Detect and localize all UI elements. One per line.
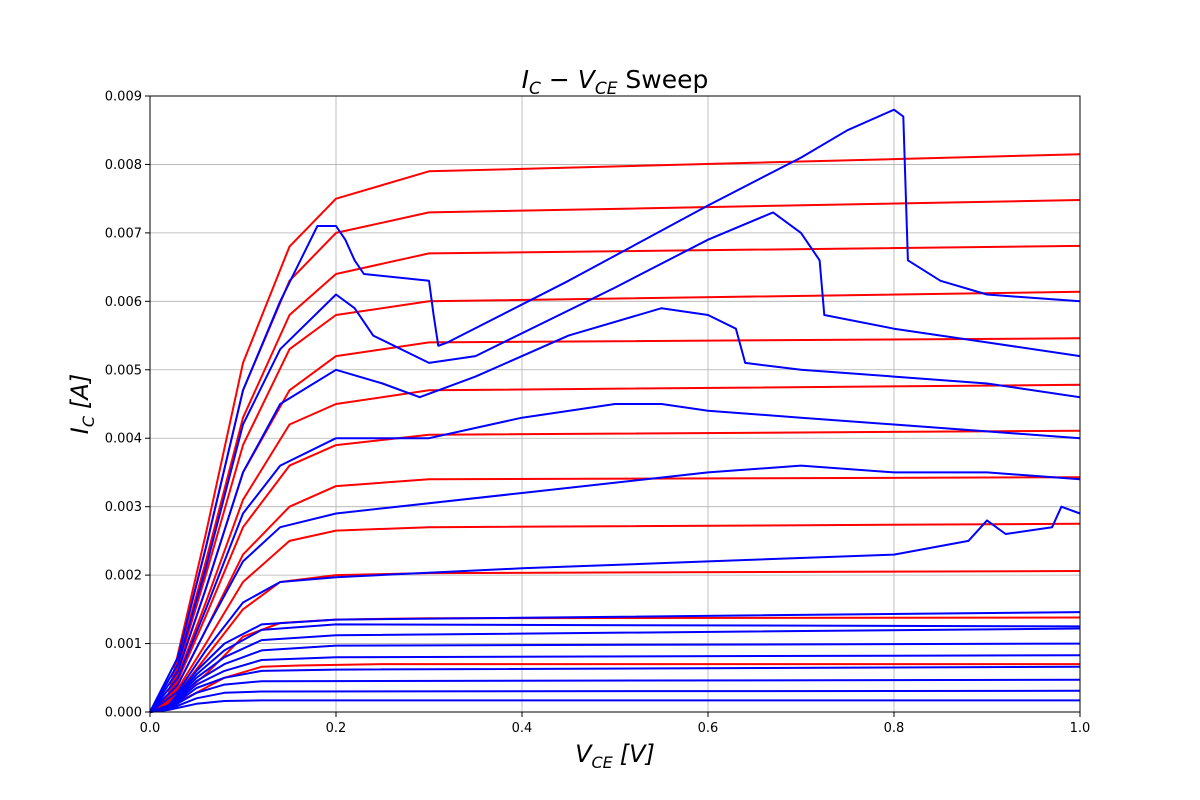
title-i-symbol: I [522,65,529,94]
y-tick-label: 0.006 [105,295,142,310]
model-curve [149,199,1081,713]
x-axis-label: VCE [V] [575,740,655,772]
y-axis-label: IC [A] [66,374,98,434]
x-tick-label: 0.4 [512,721,533,736]
y-tick-label: 0.003 [105,500,142,515]
x-label-subscript: CE [591,753,613,772]
x-label-unit: [V] [620,740,655,768]
title-rest: Sweep [617,65,708,94]
measured-curve [149,665,1081,713]
model-curve [149,476,1081,713]
title-i-subscript: C [529,79,541,99]
x-label-symbol: V [575,740,593,768]
x-tick-label: 0.0 [140,721,161,736]
y-label-subscript: C [79,415,98,427]
measured-curve [149,211,1081,713]
y-tick-label: 0.007 [105,226,142,241]
measured-curve [149,464,1081,713]
y-tick-label: 0.009 [105,90,142,105]
axis-ticks: 0.0 0.2 0.4 0.6 0.8 1.0 0.000 0.001 0.002 0.003 0.… [105,90,1091,737]
measured-curve [149,699,1080,713]
measured-curve [149,505,1081,713]
measured-curve [149,642,1081,713]
plot-frame [149,95,1081,713]
measured-curve [149,611,1081,713]
y-tick-label: 0.000 [105,706,142,721]
model-curve [149,383,1081,713]
measured-curve [149,678,1081,713]
x-tick-label: 1.0 [1070,721,1091,736]
y-label-unit: [A] [66,374,94,409]
x-tick-label: 0.6 [698,721,719,736]
y-tick-label: 0.002 [105,569,142,584]
y-tick-label: 0.005 [105,363,142,378]
x-tick-label: 0.2 [326,721,347,736]
y-tick-label: 0.008 [105,158,142,173]
title-v-symbol: V [578,65,597,94]
chart-title: IC − VCE Sweep [522,65,709,99]
y-label-symbol: I [66,427,94,434]
x-tick-label: 0.8 [884,721,905,736]
title-minus: − [541,65,578,94]
measured-curve [149,403,1081,713]
y-tick-label: 0.004 [105,432,142,447]
measured-curve [149,307,1081,713]
measured-curve [149,689,1081,713]
series-lines [149,108,1081,713]
y-tick-label: 0.001 [105,637,142,652]
title-v-subscript: CE [595,79,618,99]
measured-curve [149,108,1081,713]
